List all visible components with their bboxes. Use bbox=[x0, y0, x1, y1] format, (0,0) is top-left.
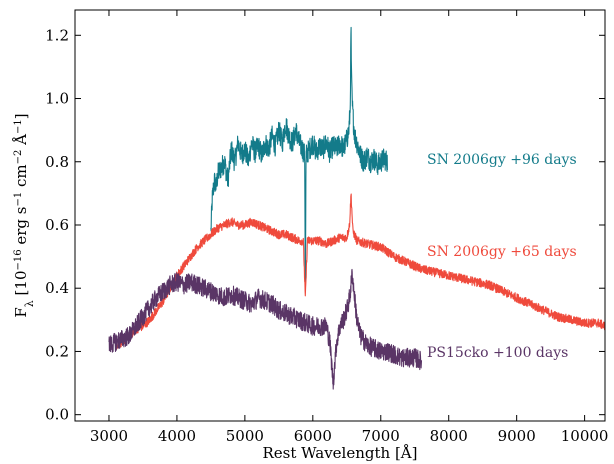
y-label-part5: ] bbox=[12, 113, 30, 119]
x-tick-label: 9000 bbox=[498, 427, 536, 445]
x-axis-label: Rest Wavelength [Å] bbox=[262, 444, 417, 462]
y-tick-label: 0.2 bbox=[45, 342, 69, 360]
y-label-lambda: λ bbox=[23, 300, 36, 307]
y-label-exp4: −1 bbox=[13, 119, 24, 134]
series-annotation-3: PS15cko +100 days bbox=[427, 345, 568, 361]
x-tick-label: 10000 bbox=[561, 427, 609, 445]
x-tick-label: 8000 bbox=[430, 427, 468, 445]
series-line-3 bbox=[108, 268, 423, 390]
y-label-part2: erg s bbox=[12, 207, 30, 250]
series-annotation-2: SN 2006gy +65 days bbox=[427, 244, 577, 260]
x-tick-label: 3000 bbox=[90, 427, 128, 445]
series-annotation-1: SN 2006gy +96 days bbox=[427, 152, 577, 168]
axes-frame bbox=[74, 9, 606, 422]
x-tick-label: 5000 bbox=[226, 427, 264, 445]
y-label-part4: Å bbox=[12, 134, 30, 150]
series-line-1 bbox=[210, 26, 388, 287]
y-axis-label: Fλ [10−16 erg s−1 cm−2 Å−1] bbox=[12, 113, 36, 317]
y-label-exp2: −1 bbox=[13, 192, 24, 207]
axis-ticks: 3000 4000 5000 6000 7000 8000 9000 10000 0.0 0.2 0… bbox=[45, 10, 608, 445]
y-tick-label: 0.0 bbox=[45, 406, 69, 424]
y-label-f: F bbox=[12, 307, 30, 317]
annotations: SN 2006gy +96 days SN 2006gy +65 days PS15… bbox=[427, 152, 577, 361]
y-label-exp1: −16 bbox=[13, 249, 24, 270]
y-tick-label: 0.4 bbox=[45, 279, 69, 297]
y-label-part1: [10 bbox=[12, 271, 30, 301]
y-label-exp3: −2 bbox=[13, 150, 24, 165]
x-tick-label: 7000 bbox=[362, 427, 400, 445]
y-label-part3: cm bbox=[12, 164, 30, 191]
x-tick-label: 6000 bbox=[294, 427, 332, 445]
plot-lines bbox=[108, 26, 605, 390]
y-tick-label: 0.8 bbox=[45, 153, 69, 171]
x-tick-label: 4000 bbox=[158, 427, 196, 445]
y-tick-label: 1.2 bbox=[45, 26, 69, 44]
y-tick-label: 0.6 bbox=[45, 216, 69, 234]
series-line-2 bbox=[115, 193, 605, 350]
y-tick-label: 1.0 bbox=[45, 90, 69, 108]
